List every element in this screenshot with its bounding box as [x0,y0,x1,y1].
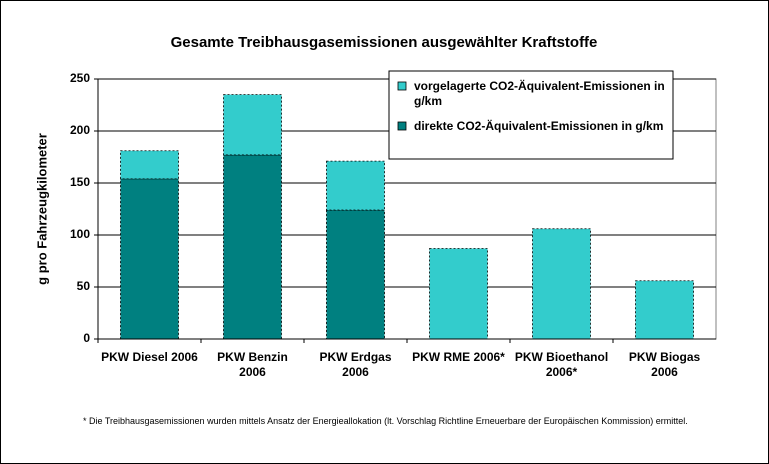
footnote: * Die Treibhausgasemissionen wurden mitt… [83,416,688,426]
y-tick-label: 250 [70,71,90,85]
legend-swatch [397,81,407,91]
legend-label: vorgelagerte CO2-Äquivalent-Emissionen i… [414,79,665,108]
bar-segment [532,228,591,340]
y-tick-label: 50 [77,279,91,293]
bar-segment [120,178,179,340]
x-tick-label: PKW Bioethanol 2006* [514,350,609,379]
x-tick-label: PKW Diesel 2006 [101,350,198,364]
y-tick-label: 150 [70,175,90,189]
bar-segment [223,94,282,156]
y-axis-label: g pro Fahrzeugkilometer [34,133,49,285]
bar-segment [326,209,385,340]
bar-segment [223,154,282,340]
bar-segment [429,248,488,340]
x-tick-label: PKW Biogas 2006 [628,350,701,379]
bar-segment [635,280,694,340]
bar-segment [326,160,385,211]
legend-box [388,70,674,160]
x-tick-label: PKW Erdgas 2006 [319,350,392,379]
y-tick-label: 200 [70,123,90,137]
legend-swatch [397,121,407,131]
y-tick-label: 100 [70,227,90,241]
legend-label: direkte CO2-Äquivalent-Emissionen in g/k… [414,119,664,133]
y-tick-label: 0 [83,331,90,345]
x-tick-label: PKW Benzin 2006 [217,350,288,379]
bar-segment [120,150,179,180]
x-tick-label: PKW RME 2006* [412,350,505,364]
chart-title: Gesamte Treibhausgasemissionen ausgewähl… [171,34,598,51]
